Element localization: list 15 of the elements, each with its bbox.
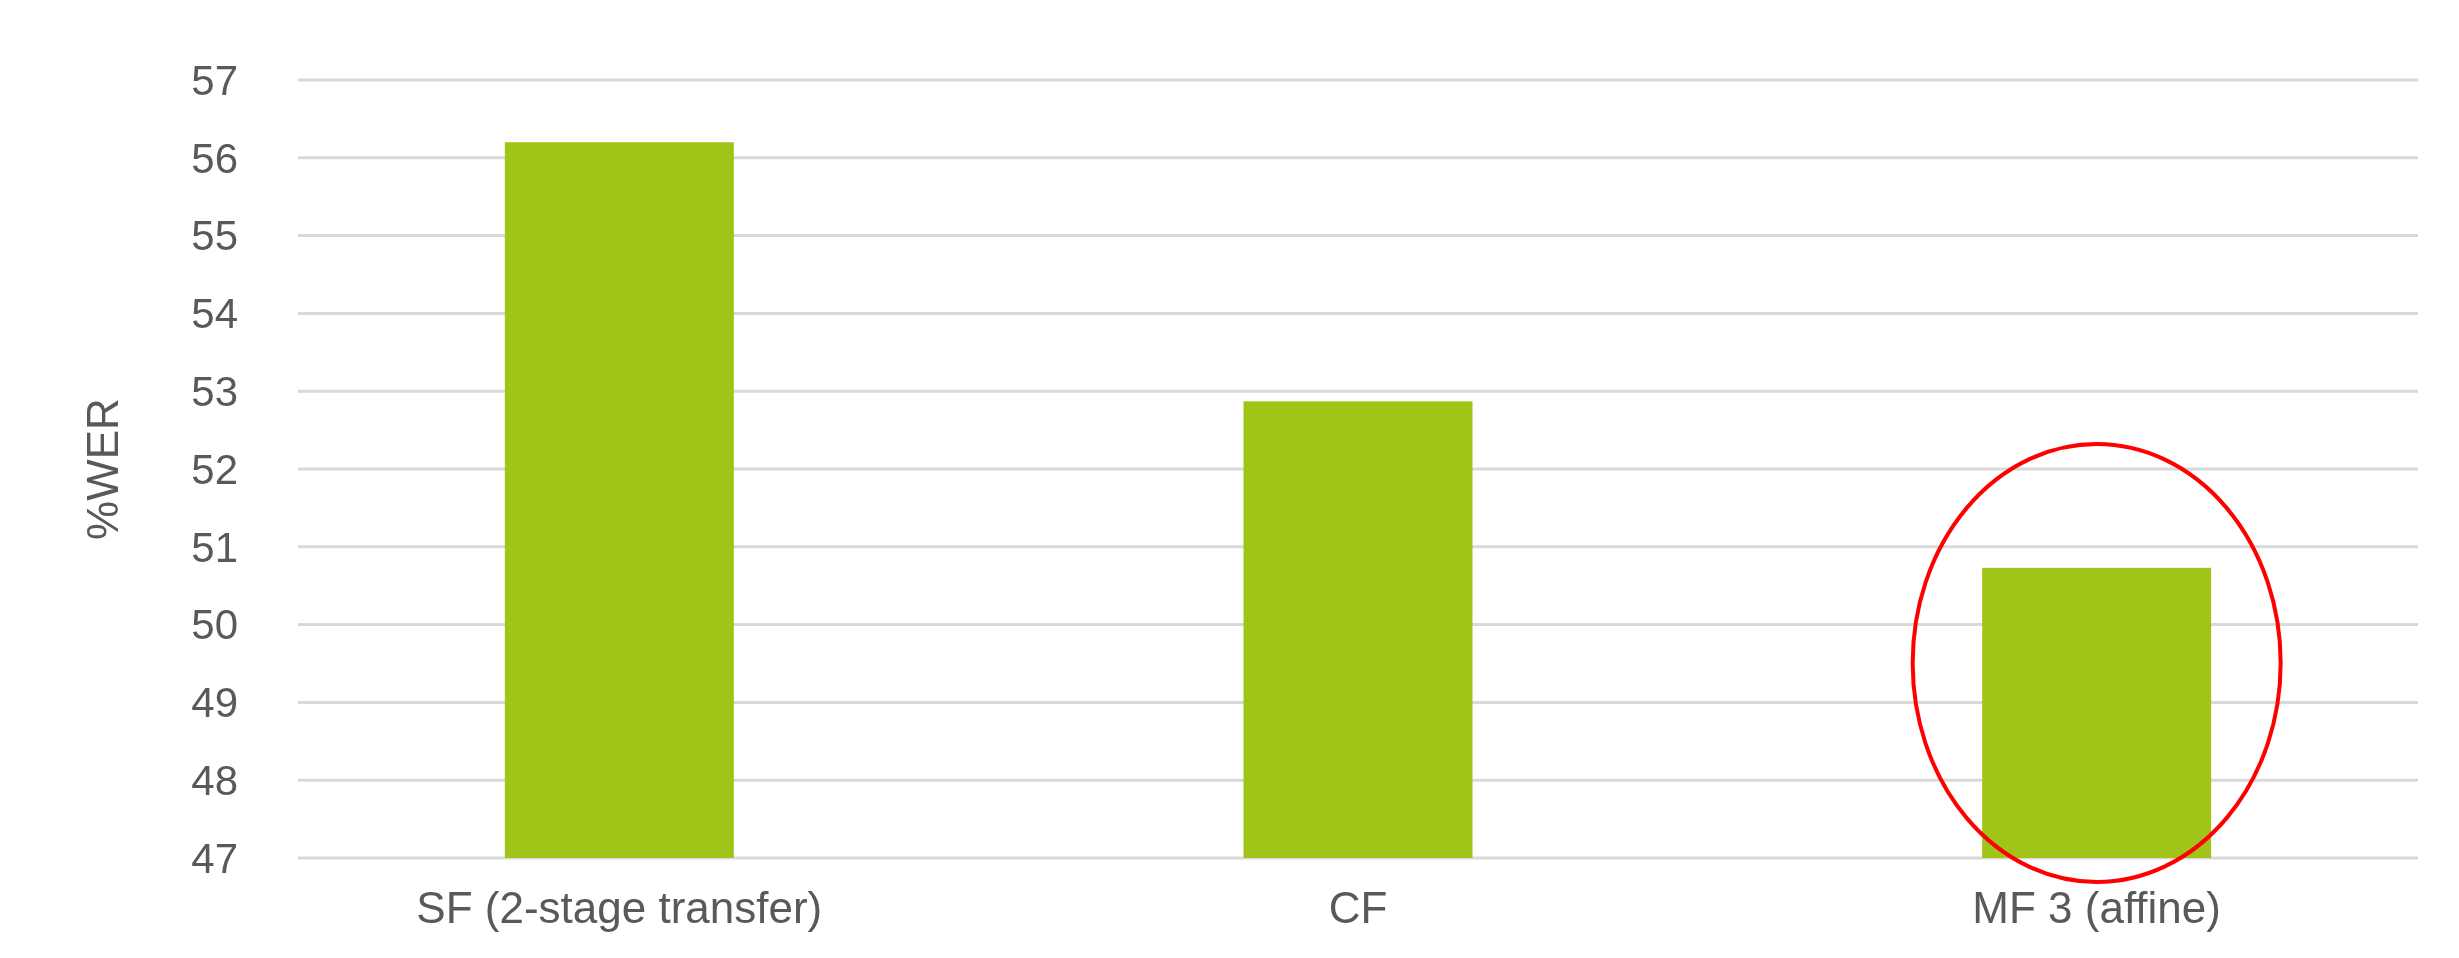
y-tick-label: 56 (191, 134, 238, 182)
y-tick-label: 57 (191, 56, 238, 104)
y-tick-label: 47 (191, 834, 238, 882)
x-tick-label: SF (2-stage transfer) (416, 883, 823, 932)
y-tick-label: 52 (191, 445, 238, 493)
y-tick-label: 55 (191, 212, 238, 260)
y-tick-label: 51 (191, 523, 238, 571)
y-tick-label: 54 (191, 290, 238, 338)
x-tick-label: CF (1328, 883, 1388, 932)
y-tick-label: 53 (191, 367, 238, 415)
y-tick-label: 48 (191, 756, 238, 804)
y-tick-label: 49 (191, 679, 238, 727)
x-tick-label: MF 3 (affine) (1972, 883, 2221, 932)
y-axis-title: %WER (78, 398, 127, 540)
y-tick-label: 50 (191, 601, 238, 649)
